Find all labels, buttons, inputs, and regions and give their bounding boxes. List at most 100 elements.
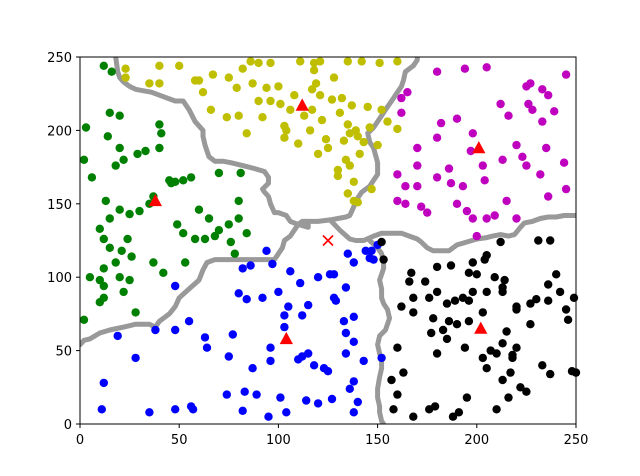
data-point-blue (266, 343, 275, 352)
data-point-green (242, 229, 251, 238)
data-point-green (111, 161, 120, 170)
data-point-blue (359, 356, 368, 366)
data-point-blue (345, 384, 354, 393)
data-point-magenta (498, 155, 507, 164)
data-point-yellow (309, 66, 319, 75)
data-point-magenta (403, 88, 412, 97)
data-point-yellow (276, 99, 285, 109)
data-point-yellow (175, 61, 184, 70)
data-point-black (462, 393, 472, 402)
data-point-green (157, 129, 166, 138)
data-point-yellow (345, 129, 354, 138)
data-point-black (444, 317, 454, 326)
data-point-blue (325, 270, 335, 279)
data-point-black (450, 296, 460, 305)
data-point-yellow (337, 93, 347, 103)
data-point-blue (369, 255, 378, 264)
data-point-blue (268, 259, 277, 269)
data-point-yellow (333, 165, 343, 175)
data-point-green (236, 168, 245, 178)
data-point-magenta (432, 67, 442, 76)
data-point-yellow (339, 136, 349, 145)
data-point-yellow (238, 64, 247, 73)
data-point-blue (262, 246, 271, 255)
data-point-magenta (550, 107, 559, 116)
data-point-green (117, 246, 126, 255)
y-tick-label: 200 (47, 124, 72, 139)
points-layer (79, 57, 581, 421)
data-point-blue (282, 408, 291, 417)
data-point-blue (246, 261, 255, 270)
data-point-green (133, 149, 142, 159)
data-point-green (123, 234, 132, 244)
data-point-green (155, 143, 164, 153)
data-point-yellow (155, 61, 164, 70)
data-point-yellow (359, 137, 368, 147)
data-point-black (427, 328, 436, 338)
data-point-black (442, 299, 452, 308)
data-point-green (210, 231, 220, 241)
data-point-blue (202, 343, 212, 352)
data-point-black (387, 375, 396, 385)
data-point-yellow (234, 111, 243, 120)
data-point-black (409, 293, 418, 302)
data-point-magenta (393, 170, 402, 179)
data-point-blue (97, 405, 107, 414)
data-point-black (502, 327, 511, 336)
data-point-black (486, 346, 495, 355)
data-point-green (115, 205, 124, 214)
data-point-green (230, 249, 239, 258)
data-point-blue (240, 387, 249, 396)
data-point-magenta (460, 64, 470, 73)
data-point-black (389, 405, 398, 414)
data-point-yellow (290, 91, 299, 100)
data-point-magenta (452, 114, 462, 123)
data-point-yellow (232, 83, 241, 93)
data-point-yellow (343, 120, 352, 129)
data-point-yellow (323, 143, 333, 153)
data-point-blue (349, 258, 358, 267)
data-point-yellow (194, 76, 204, 85)
data-point-blue (349, 408, 358, 417)
data-point-blue (280, 311, 289, 320)
data-point-blue (339, 317, 349, 326)
data-point-green (99, 264, 109, 273)
data-point-yellow (224, 73, 233, 82)
data-point-yellow (377, 105, 386, 115)
data-point-black (555, 287, 565, 297)
data-point-yellow (355, 149, 364, 159)
data-point-black (482, 287, 491, 297)
data-point-yellow (300, 111, 309, 120)
data-point-blue (331, 296, 341, 305)
data-point-magenta (413, 143, 422, 153)
data-point-yellow (266, 96, 275, 106)
query-marker-stroke (322, 234, 334, 247)
data-point-blue (349, 337, 358, 346)
data-point-black (460, 343, 470, 352)
data-point-black (506, 368, 515, 377)
data-point-yellow (266, 58, 275, 68)
data-point-blue (252, 390, 261, 399)
data-point-yellow (317, 115, 327, 125)
data-point-black (544, 296, 553, 305)
data-point-green (155, 120, 164, 129)
data-point-black (432, 262, 442, 272)
data-point-blue (242, 295, 251, 304)
data-point-yellow (145, 79, 154, 88)
data-point-magenta (436, 118, 446, 128)
data-point-blue (222, 390, 231, 399)
decision-boundary-1 (80, 218, 309, 348)
data-point-green (224, 220, 233, 229)
data-point-yellow (313, 149, 323, 159)
data-point-magenta (432, 133, 442, 142)
x-tick-label: 0 (76, 433, 84, 448)
data-point-yellow (393, 124, 402, 134)
y-tick-label: 50 (55, 345, 72, 360)
data-point-yellow (305, 126, 315, 135)
data-point-green (125, 275, 134, 285)
data-point-magenta (512, 140, 521, 150)
data-point-blue (188, 405, 198, 414)
data-point-magenta (432, 173, 442, 182)
data-point-green (234, 196, 243, 206)
markers-layer (148, 98, 488, 345)
